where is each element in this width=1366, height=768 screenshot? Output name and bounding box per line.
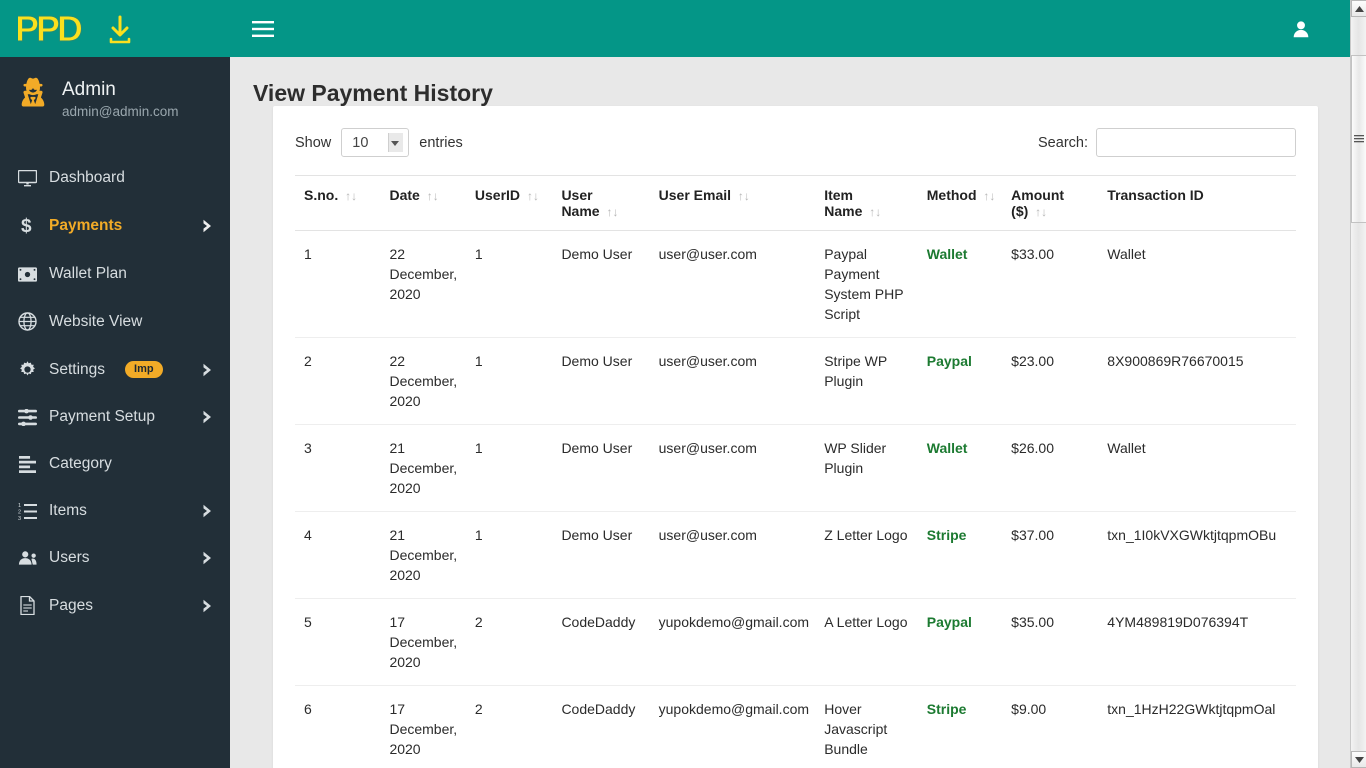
svg-text:3: 3: [18, 516, 21, 520]
svg-text:1: 1: [18, 503, 21, 509]
svg-text:2: 2: [18, 509, 21, 515]
svg-text:PPD: PPD: [18, 9, 82, 49]
svg-text:$: $: [21, 216, 32, 236]
